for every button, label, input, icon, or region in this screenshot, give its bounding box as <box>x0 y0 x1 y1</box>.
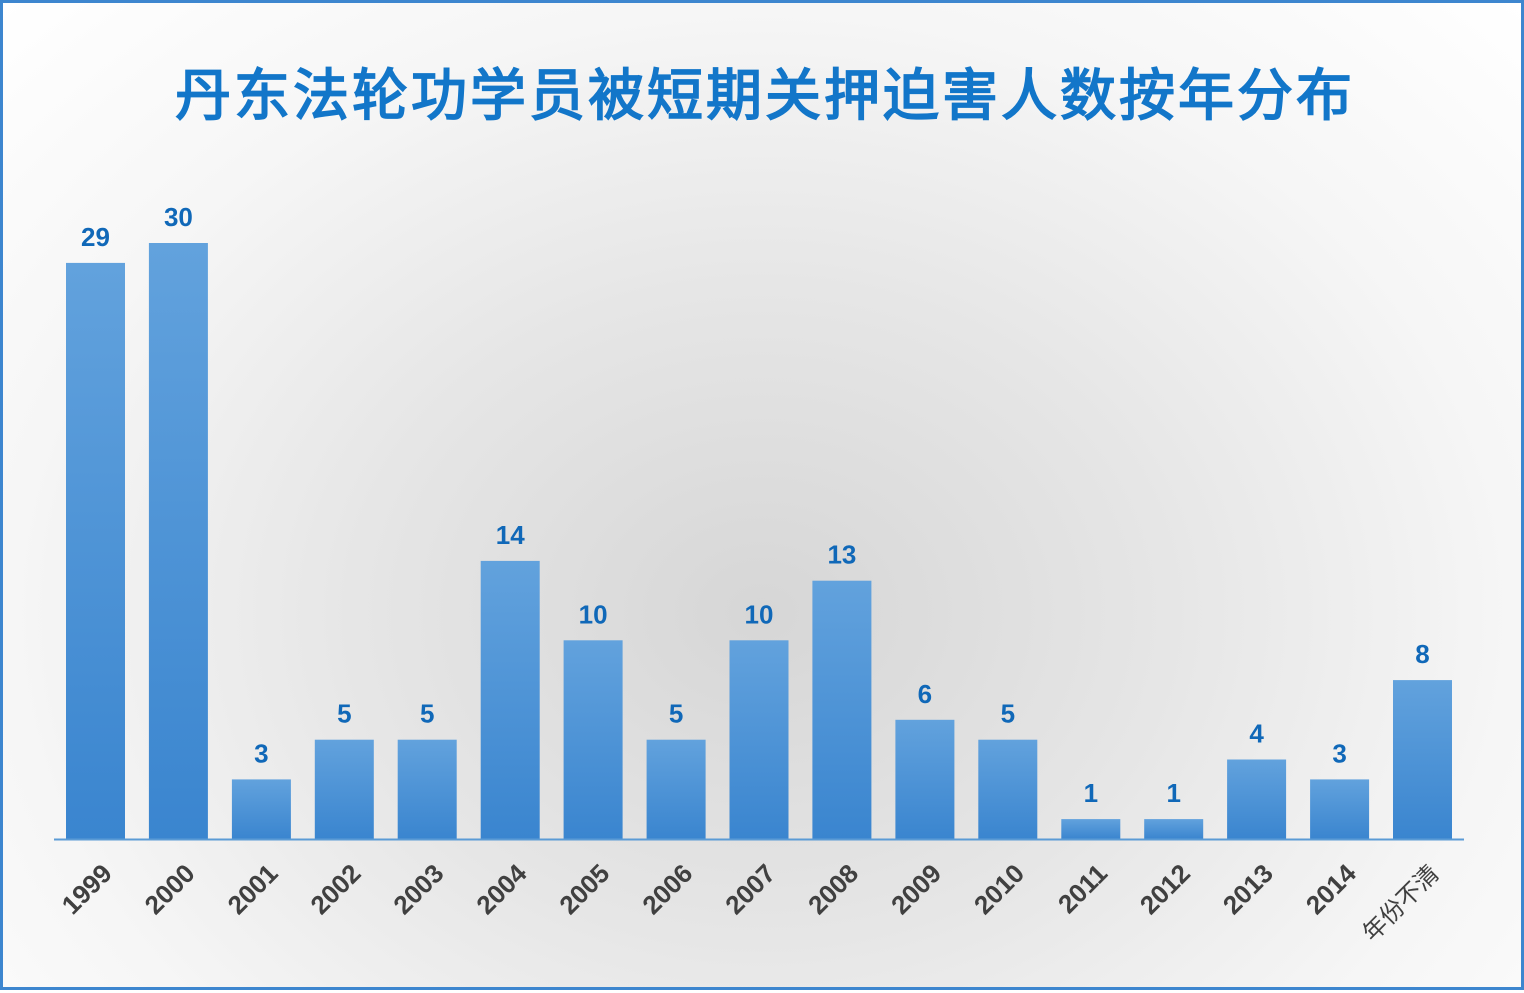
data-label: 5 <box>1001 699 1015 729</box>
bar-2011 <box>1061 819 1121 839</box>
bar-2013 <box>1227 759 1287 839</box>
x-tick-label: 2006 <box>636 858 698 920</box>
data-label: 30 <box>164 202 193 232</box>
bar-1999 <box>66 262 125 839</box>
data-label: 10 <box>745 599 774 629</box>
x-tick-label: 1999 <box>56 858 118 920</box>
data-label: 3 <box>1332 738 1346 768</box>
chart-title: 丹东法轮功学员被短期关押迫害人数按年分布 <box>175 64 1355 129</box>
bar-2003 <box>397 739 457 839</box>
data-label: 1 <box>1166 778 1180 808</box>
data-label: 14 <box>496 520 525 550</box>
x-tick-label: 2011 <box>1052 858 1113 919</box>
x-tick-label: 2001 <box>222 858 284 920</box>
x-tick-label: 2014 <box>1300 858 1362 920</box>
bar-2001 <box>231 779 291 839</box>
x-tick-label: 2005 <box>553 858 615 920</box>
x-tick-label: 2012 <box>1134 858 1196 920</box>
bar-2010 <box>978 739 1038 839</box>
bar-2006 <box>646 739 706 839</box>
x-tick-label: 2009 <box>885 858 947 920</box>
bar-2004 <box>480 560 540 839</box>
x-tick-label: 2004 <box>470 858 532 920</box>
bar-2012 <box>1144 819 1204 839</box>
data-label: 10 <box>579 599 608 629</box>
bar-2014 <box>1310 779 1370 839</box>
x-tick-label: 2003 <box>387 858 449 920</box>
data-label: 29 <box>81 222 110 252</box>
x-tick-label: 2002 <box>304 858 366 920</box>
data-label: 1 <box>1084 778 1098 808</box>
x-tick-label: 年份不清 <box>1357 859 1445 947</box>
bar-2005 <box>563 640 623 839</box>
data-label: 13 <box>827 540 856 570</box>
bar-2000 <box>148 243 208 839</box>
data-label: 5 <box>337 699 351 729</box>
x-tick-label: 2008 <box>802 858 864 920</box>
data-label: 5 <box>669 699 683 729</box>
x-tick-label: 2007 <box>719 858 781 920</box>
x-tick-label: 2010 <box>968 858 1030 920</box>
data-label: 6 <box>918 679 932 709</box>
x-tick-label: 2000 <box>139 858 201 920</box>
x-tick-label: 2013 <box>1217 858 1279 920</box>
data-label: 4 <box>1249 719 1264 749</box>
bar-2007 <box>729 640 789 839</box>
data-label: 3 <box>254 738 268 768</box>
data-label: 5 <box>420 699 434 729</box>
bar-2008 <box>812 580 872 839</box>
bar-2002 <box>314 739 374 839</box>
bar-年份不清 <box>1393 680 1452 839</box>
bar-2009 <box>895 719 955 839</box>
data-label: 8 <box>1415 639 1429 669</box>
